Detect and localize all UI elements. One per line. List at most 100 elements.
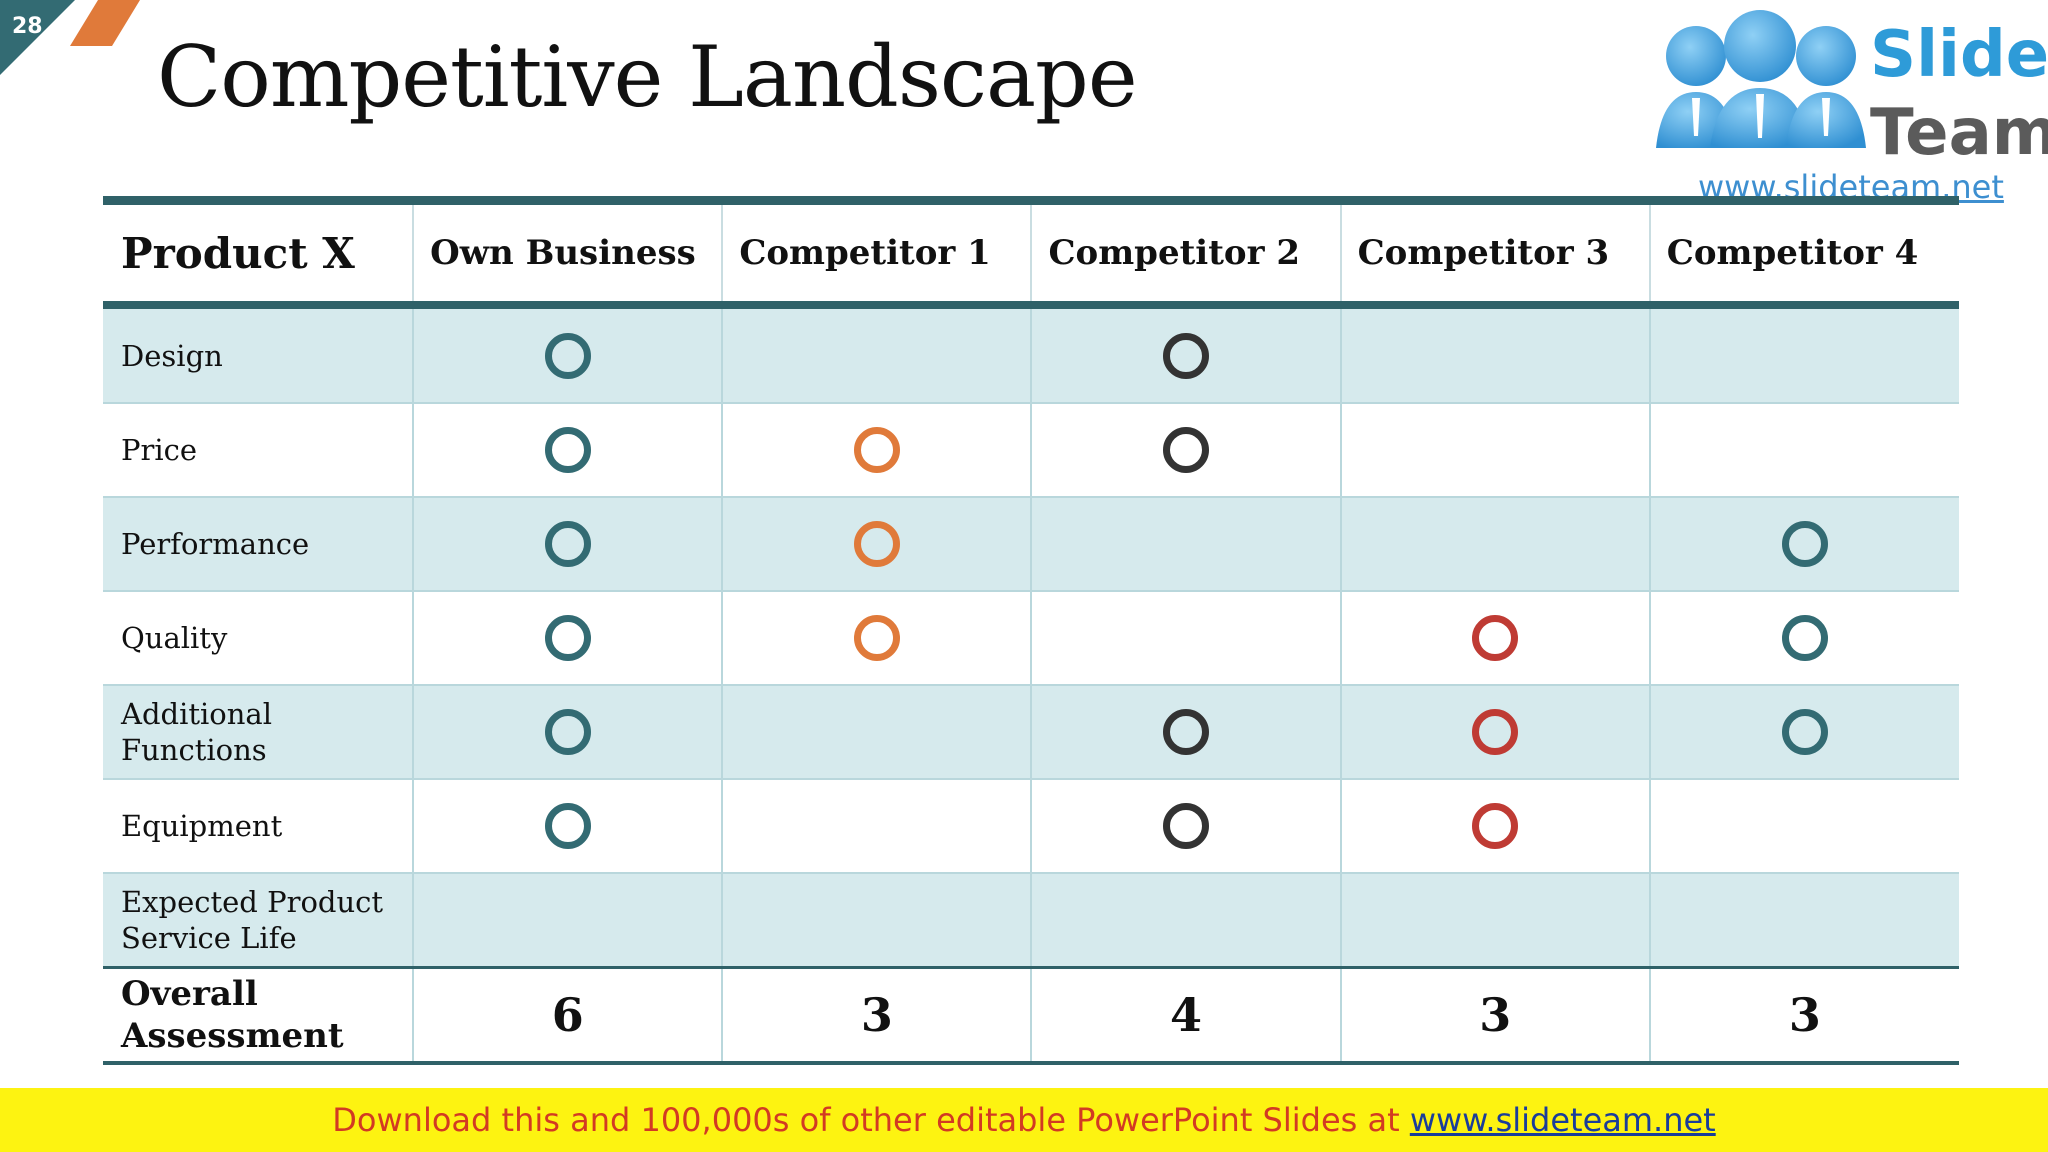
row-label-line: Expected Product: [121, 884, 384, 919]
rating-cell: [1339, 403, 1650, 498]
rating-cell: [1030, 685, 1341, 780]
rating-cell: [412, 497, 723, 592]
rating-cell: [1339, 497, 1650, 592]
banner-text: Download this and 100,000s of other edit…: [332, 1101, 1410, 1139]
header-competitor-2: Competitor 2: [1030, 205, 1341, 301]
header-competitor-3: Competitor 3: [1339, 205, 1650, 301]
header-competitor-1: Competitor 1: [721, 205, 1032, 301]
row-label: Design: [103, 309, 414, 404]
comparison-table-container: Product X Own Business Competitor 1 Comp…: [103, 196, 1959, 1065]
rating-cell: [1030, 309, 1341, 404]
logo-word-slide: Slide: [1870, 18, 2048, 92]
rating-cell: [412, 779, 723, 874]
rating-cell: [721, 873, 1032, 968]
logo-word-team: Team: [1870, 96, 2048, 170]
row-label: Performance: [103, 497, 414, 592]
row-label: Price: [103, 403, 414, 498]
circle-marker-icon: [853, 521, 900, 567]
row-label-line: Functions: [121, 733, 267, 767]
circle-marker-icon: [1472, 615, 1519, 661]
header-product: Product X: [121, 228, 355, 278]
rating-cell: [721, 497, 1032, 592]
row-label-line: Service Life: [121, 920, 297, 955]
rating-cell: [412, 403, 723, 498]
rating-cell: [1030, 403, 1341, 498]
people-icon: [1656, 10, 1866, 148]
rating-cell: [1030, 873, 1341, 968]
row-label-line: Equipment: [121, 809, 283, 843]
overall-score: 3: [1648, 965, 1959, 1065]
table-row: Quality: [103, 591, 1959, 686]
rating-cell: [721, 591, 1032, 686]
table-row: Additional Functions: [103, 685, 1959, 780]
rating-cell: [1648, 685, 1959, 780]
overall-label: Overall Assessment: [103, 965, 414, 1065]
circle-marker-icon: [1163, 332, 1210, 379]
circle-marker-icon: [1781, 709, 1828, 755]
rating-cell: [1030, 497, 1341, 592]
row-label: Quality: [103, 591, 414, 686]
rating-cell: [1648, 779, 1959, 874]
rating-cell: [1339, 309, 1650, 404]
row-label: Expected Product Service Life: [103, 873, 414, 968]
circle-marker-icon: [544, 427, 591, 473]
page-title: Competitive Landscape: [157, 28, 1138, 126]
circle-marker-icon: [1781, 615, 1828, 661]
header-own-business: Own Business: [412, 205, 723, 301]
rating-cell: [721, 685, 1032, 780]
rating-cell: [1339, 779, 1650, 874]
table-row: Performance: [103, 497, 1959, 592]
rating-cell: [412, 591, 723, 686]
rating-cell: [412, 309, 723, 404]
row-label-line: Performance: [121, 527, 310, 561]
table-header-row: Product X Own Business Competitor 1 Comp…: [103, 205, 1959, 301]
row-label-line: Design: [121, 338, 223, 373]
circle-marker-icon: [544, 803, 591, 849]
rating-cell: [1648, 591, 1959, 686]
circle-marker-icon: [544, 709, 591, 755]
overall-score: 6: [412, 965, 723, 1065]
overall-score: 4: [1030, 965, 1341, 1065]
circle-marker-icon: [1472, 803, 1519, 849]
header-competitor-4: Competitor 4: [1648, 205, 1959, 301]
circle-marker-icon: [1163, 427, 1210, 473]
circle-marker-icon: [544, 332, 591, 379]
header-rule: [103, 301, 1959, 309]
row-label-line: Quality: [121, 621, 228, 655]
banner-link[interactable]: www.slideteam.net: [1409, 1101, 1716, 1139]
row-label-line: Additional: [121, 697, 272, 731]
row-label: Equipment: [103, 779, 414, 874]
overall-score: 3: [721, 965, 1032, 1065]
table-row: Design: [103, 309, 1959, 404]
rating-cell: [721, 403, 1032, 498]
circle-marker-icon: [853, 427, 900, 473]
slide-number: 28: [12, 14, 43, 39]
rating-cell: [1648, 497, 1959, 592]
rating-cell: [1339, 591, 1650, 686]
rating-cell: [412, 873, 723, 968]
circle-marker-icon: [853, 615, 900, 661]
table-body: Design Price Performance Quality Additional F…: [103, 309, 1959, 1065]
download-banner: Download this and 100,000s of other edit…: [0, 1088, 2048, 1152]
circle-marker-icon: [1163, 803, 1210, 849]
table-row: Expected Product Service Life: [103, 873, 1959, 968]
rating-cell: [1648, 403, 1959, 498]
rating-cell: [1339, 873, 1650, 968]
circle-marker-icon: [1472, 709, 1519, 755]
rating-cell: [721, 779, 1032, 874]
rating-cell: [721, 309, 1032, 404]
rating-cell: [1648, 309, 1959, 404]
row-label: Additional Functions: [103, 685, 414, 780]
overall-assessment-row: Overall Assessment 6 3 4 3 3: [103, 965, 1959, 1065]
table-row: Price: [103, 403, 1959, 498]
rating-cell: [1030, 779, 1341, 874]
circle-marker-icon: [544, 615, 591, 661]
circle-marker-icon: [1781, 521, 1828, 567]
table-row: Equipment: [103, 779, 1959, 874]
overall-score: 3: [1339, 965, 1650, 1065]
overall-label-line: Assessment: [121, 1015, 344, 1056]
circle-marker-icon: [1163, 709, 1210, 755]
slideteam-logo: Slide Team www.slideteam.net: [1648, 8, 2048, 208]
slide-accent-stripe: [70, 0, 140, 46]
rating-cell: [1339, 685, 1650, 780]
